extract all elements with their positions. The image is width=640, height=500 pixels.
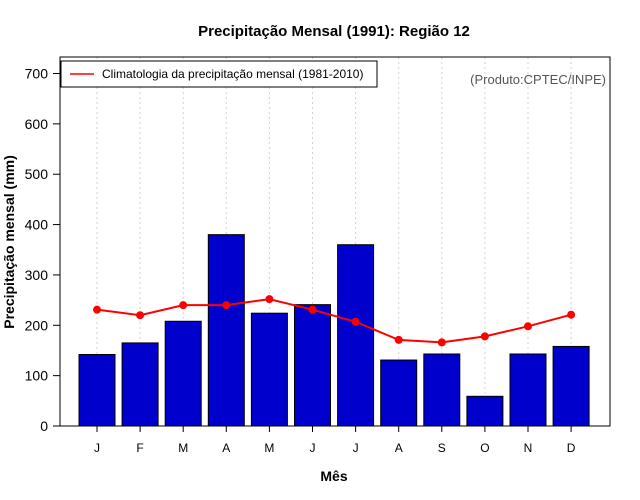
line-point [93,305,101,314]
grid-lines [96,57,572,426]
x-tick-label: S [438,441,446,455]
y-axis: 0 100 200 300 400 500 600 700 [25,66,60,434]
chart-title: Precipitação Mensal (1991): Região 12 [198,23,470,40]
y-tick-label: 0 [40,418,48,434]
x-tick-label: M [264,441,274,455]
legend: Climatologia da precipitação mensal (198… [60,60,378,88]
plot-border [59,56,611,427]
legend-box [60,60,378,88]
legend-entry: Climatologia da precipitação mensal (198… [102,67,363,81]
line-point [351,317,360,326]
y-axis-label: Precipitação mensal (mm) [1,155,17,329]
line-point [222,301,231,310]
bar [337,244,375,427]
bar [207,234,245,427]
line-point [179,301,188,310]
x-tick-label: J [353,441,359,455]
bar [423,353,461,427]
line-point [480,332,489,341]
x-tick-label: A [222,441,230,455]
y-tick-label: 500 [25,166,49,182]
bar [250,312,288,427]
source-annotation: (Produto:CPTEC/INPE) [470,72,606,87]
bars [78,234,590,427]
bar [121,342,159,427]
x-tick-label: N [524,441,533,455]
line-point [265,295,274,304]
bar [380,359,418,427]
bar [509,353,547,427]
line-point [136,311,145,320]
x-tick-label: M [178,441,188,455]
bar [294,304,331,427]
line-point [394,335,403,344]
x-tick-label: O [480,441,489,455]
bar [466,395,504,427]
climatology-line [93,295,576,347]
y-tick-label: 400 [25,217,49,233]
x-tick-label: A [395,441,403,455]
y-tick-label: 700 [25,66,49,82]
bar [78,353,116,427]
x-tick-label: F [136,441,143,455]
y-tick-label: 100 [25,368,49,384]
y-tick-label: 200 [25,317,49,333]
x-tick-label: D [567,441,576,455]
x-tick-label: J [94,441,100,455]
y-tick-label: 600 [25,116,49,132]
line-point [437,338,446,347]
x-tick-label: J [310,441,316,455]
line-point [308,305,317,314]
line-point [524,322,532,331]
series-line [96,298,572,344]
x-axis-label: Mês [320,468,347,484]
bar [552,345,590,427]
bar [164,320,202,427]
line-point [567,310,576,319]
y-tick-label: 300 [25,267,49,283]
